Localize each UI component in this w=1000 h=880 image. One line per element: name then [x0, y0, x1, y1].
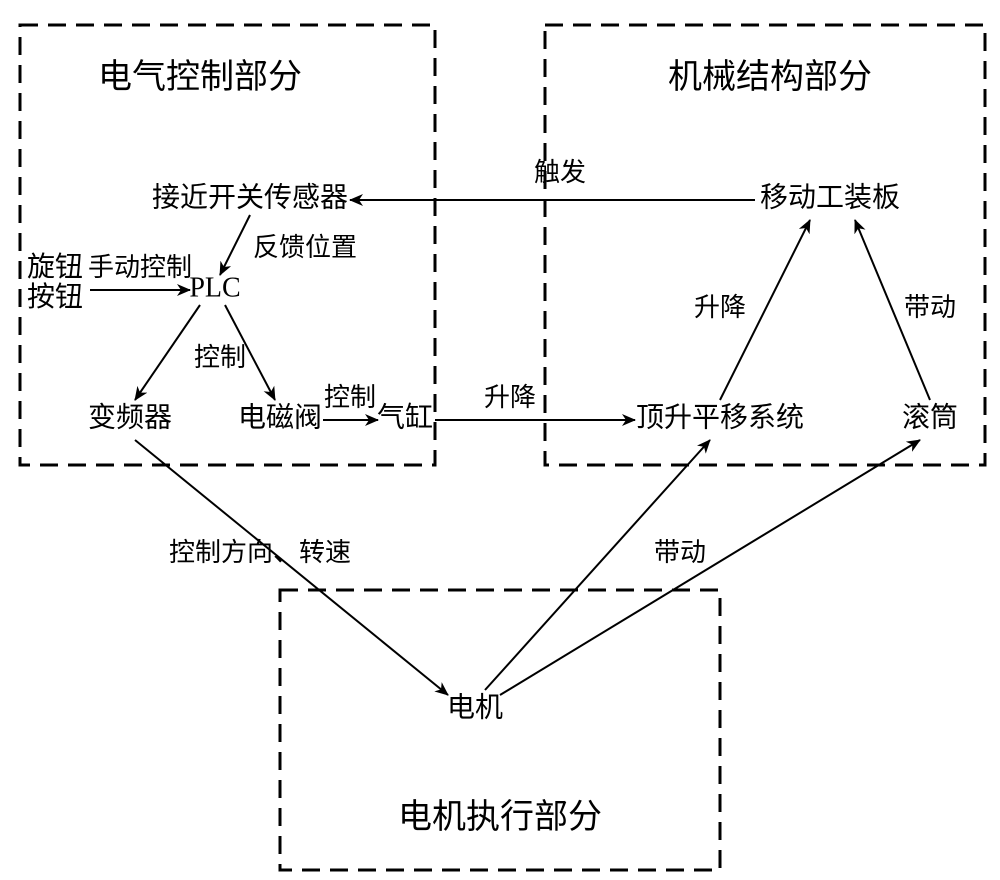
edge-prox-to-plc [220, 215, 250, 275]
edge-motorN-to-roller [500, 440, 920, 695]
region-title-electrical: 电气控制部分 [98, 58, 302, 96]
edge-label-pallet-to-prox: 触发 [534, 158, 586, 187]
boxes-layer: 电气控制部分 机械结构部分电机执行部分 [20, 25, 985, 870]
edges-layer: 触发反馈位置手动控制控制控制升降升降带动控制方向、转速带动 [88, 158, 956, 695]
edge-label-roller-to-pallet: 带动 [904, 293, 956, 322]
edge-label-motorN-to-lift: 带动 [654, 538, 706, 567]
node-lift: 顶升平移系统 [636, 401, 804, 433]
edge-vfd-to-motorN [135, 440, 448, 695]
node-vfd: 变频器 [88, 401, 172, 433]
edge-label-valve-to-cyl: 控制 [324, 383, 376, 412]
edge-label-cyl-to-lift: 升降 [484, 383, 536, 412]
node-cyl: 气缸 [377, 401, 433, 433]
region-title-motor: 电机执行部分 [398, 798, 602, 836]
edge-plc-to-vfd [135, 305, 200, 400]
diagram-canvas: 电气控制部分机械结构部分电机执行部分 触发反馈位置手动控制控制控制升降升降带动控… [0, 0, 1000, 880]
edge-label-plc-to-valve: 控制 [194, 343, 246, 372]
edge-label-vfd-to-motorN: 控制方向、转速 [169, 538, 351, 567]
node-prox: 接近开关传感器 [152, 181, 348, 213]
region-title-mechanical: 机械结构部分 [668, 58, 872, 96]
node-knob: 旋钮按钮 [27, 251, 83, 313]
edge-label-prox-to-plc: 反馈位置 [253, 233, 357, 262]
node-pallet: 移动工装板 [760, 181, 900, 213]
node-valve: 电磁阀 [238, 401, 322, 433]
node-plc: PLC [189, 272, 240, 303]
node-motorN: 电机 [447, 691, 503, 723]
node-roller: 滚筒 [902, 401, 958, 433]
edge-label-lift-to-pallet: 升降 [694, 293, 746, 322]
edge-label-knob-to-plc: 手动控制 [88, 253, 192, 282]
